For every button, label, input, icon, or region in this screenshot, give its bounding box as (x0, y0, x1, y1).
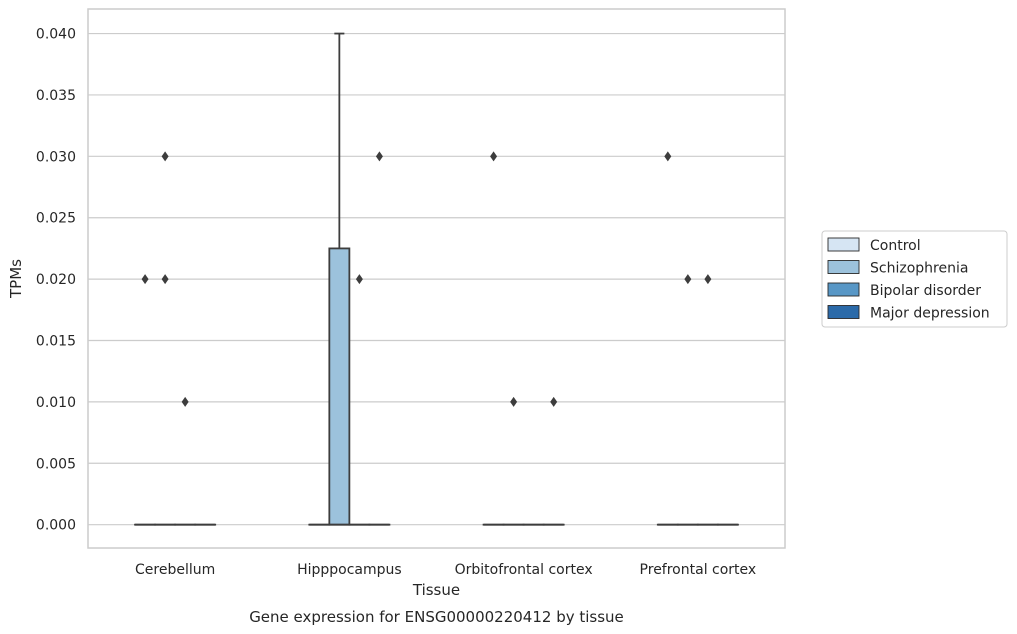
x-tick-label: Prefrontal cortex (640, 562, 757, 578)
box-major-depression (368, 151, 391, 526)
y-tick-label: 0.040 (36, 27, 76, 43)
legend-label: Major depression (870, 306, 990, 322)
outlier-point (375, 151, 383, 162)
y-axis-label: TPMs (7, 259, 25, 299)
legend-item: Bipolar disorder (827, 282, 981, 299)
chart-caption: Gene expression for ENSG00000220412 by t… (249, 608, 624, 626)
outlier-point (181, 396, 189, 407)
outlier-point (704, 274, 712, 285)
y-tick-label: 0.000 (36, 518, 76, 534)
box-body (328, 247, 351, 526)
outlier-point (664, 151, 672, 162)
outlier-point (684, 274, 692, 285)
outlier-point (161, 274, 169, 285)
box-schizophrenia (676, 274, 699, 526)
box-bipolar-disorder (348, 274, 371, 526)
y-tick-label: 0.010 (36, 395, 76, 411)
x-tick-label: Orbitofrontal cortex (455, 562, 593, 578)
y-tick-label: 0.020 (36, 272, 76, 288)
legend-item: Control (827, 237, 921, 254)
legend-item: Schizophrenia (827, 260, 968, 277)
outlier-point (161, 151, 169, 162)
legend-swatch (827, 260, 860, 274)
boxes (134, 32, 739, 526)
x-tick-label: Hipppocampus (297, 562, 402, 578)
legend-swatch (827, 305, 860, 319)
y-tick-label: 0.015 (36, 334, 76, 350)
y-tick-label: 0.035 (36, 88, 76, 104)
box-bipolar-disorder (696, 274, 719, 526)
y-axis-ticks: 0.000 0.005 0.010 0.015 0.020 0.025 0.030 0.035… (36, 27, 76, 534)
x-axis-label: Tissue (412, 581, 460, 599)
legend: Control Schizophrenia Bipolar disorder Majo… (821, 230, 1008, 328)
box-schizophrenia (502, 396, 525, 526)
box-control (482, 151, 505, 526)
box-bipolar-disorder (174, 396, 197, 526)
legend-label: Bipolar disorder (870, 283, 981, 299)
y-tick-label: 0.025 (36, 211, 76, 227)
grid-lines (88, 32, 785, 526)
box-major-depression (542, 396, 565, 526)
box-control (656, 151, 679, 526)
outlier-point (550, 396, 558, 407)
outlier-point (490, 151, 498, 162)
y-tick-label: 0.030 (36, 149, 76, 165)
x-axis-ticks: Cerebellum Hipppocampus Orbitofrontal cort… (135, 562, 756, 578)
legend-swatch (827, 237, 860, 252)
plot-frame (87, 8, 786, 549)
box-schizophrenia (154, 151, 177, 526)
legend-label: Schizophrenia (870, 261, 968, 277)
outlier-point (141, 274, 149, 285)
legend-swatch (827, 282, 860, 297)
outlier-point (510, 396, 518, 407)
legend-frame (821, 230, 1008, 328)
legend-item: Major depression (827, 305, 990, 322)
box-schizophrenia (328, 32, 351, 526)
box-control (134, 274, 156, 526)
legend-label: Control (870, 238, 921, 254)
x-tick-label: Cerebellum (135, 562, 215, 578)
y-tick-label: 0.005 (36, 456, 76, 472)
outlier-point (355, 274, 363, 285)
